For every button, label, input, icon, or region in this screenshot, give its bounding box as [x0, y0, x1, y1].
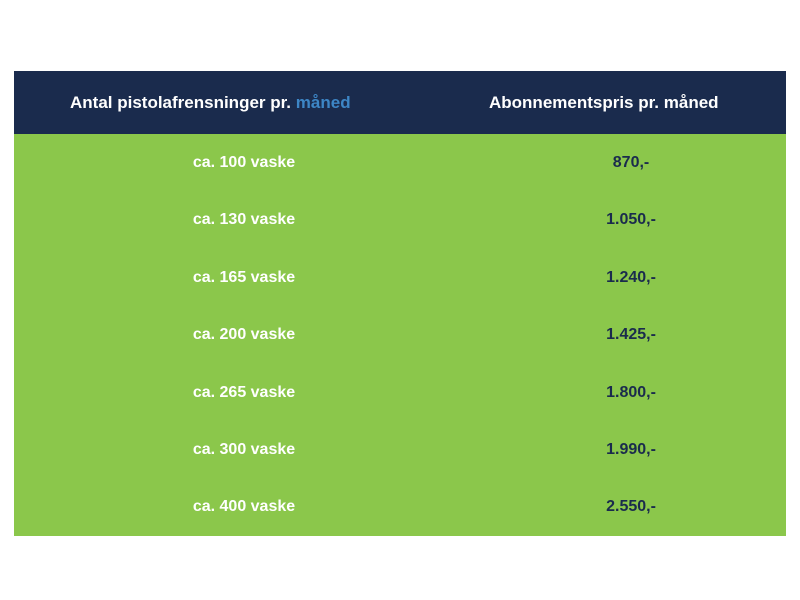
price-cell: 1.800,-: [606, 383, 656, 401]
price-table: Antal pistolafrensninger pr. måned Abonn…: [14, 71, 786, 536]
price-cell: 1.990,-: [606, 440, 656, 458]
wash-count-cell: ca. 400 vaske: [192, 498, 296, 516]
wash-count-cell: ca. 100 vaske: [192, 154, 296, 171]
table-row: ca. 100 vaske 870,-: [14, 134, 786, 191]
table-body: ca. 100 vaske 870,- ca. 130 vaske 1.050,…: [14, 134, 786, 536]
price-cell: 1.050,-: [606, 211, 656, 229]
header-wash-count: Antal pistolafrensninger pr. måned: [70, 71, 351, 134]
table-row: ca. 200 vaske 1.425,-: [14, 306, 786, 363]
wash-count-cell: ca. 265 vaske: [192, 383, 296, 401]
price-cell: 870,-: [612, 154, 650, 171]
wash-count-cell: ca. 165 vaske: [192, 268, 296, 286]
wash-count-cell: ca. 300 vaske: [192, 440, 296, 458]
table-row: ca. 400 vaske 2.550,-: [14, 478, 786, 535]
price-cell: 1.425,-: [606, 326, 656, 344]
price-cell: 1.240,-: [606, 268, 656, 286]
wash-count-cell: ca. 200 vaske: [192, 326, 296, 344]
price-cell: 2.550,-: [606, 498, 656, 516]
table-row: ca. 265 vaske 1.800,-: [14, 364, 786, 421]
table-row: ca. 300 vaske 1.990,-: [14, 421, 786, 478]
header-wash-count-accent: måned: [295, 93, 351, 112]
table-row: ca. 130 vaske 1.050,-: [14, 191, 786, 248]
wash-count-cell: ca. 130 vaske: [192, 211, 296, 229]
table-row: ca. 165 vaske 1.240,-: [14, 249, 786, 306]
header-wash-count-label: Antal pistolafrensninger pr.: [70, 93, 292, 112]
table-header: Antal pistolafrensninger pr. måned Abonn…: [14, 71, 786, 134]
header-subscription-price: Abonnementspris pr. måned: [489, 93, 719, 112]
